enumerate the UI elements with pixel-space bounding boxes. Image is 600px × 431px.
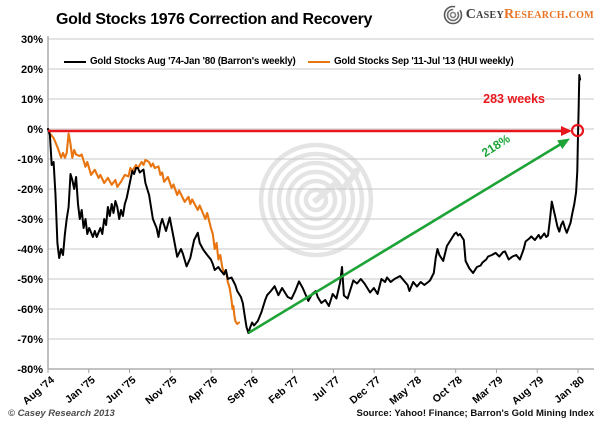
recovery-arrowhead [557, 138, 570, 149]
watermark-arrowhead [349, 166, 362, 179]
legend-item-hui: Gold Stocks Sep '11-Jul '13 (HUI weekly) [308, 56, 514, 67]
watermark-logo [258, 142, 374, 258]
y-tick-label: -50% [17, 274, 43, 286]
legend-label-hui: Gold Stocks Sep '11-Jul '13 (HUI weekly) [334, 56, 514, 67]
series-line-barrons [47, 74, 582, 334]
zero-line-arrowhead [561, 126, 572, 136]
x-tick-label: Nov '75 [143, 374, 179, 407]
end-circle-marker [570, 123, 585, 138]
logo-casey-text: Casey [465, 7, 504, 22]
swirl-logo-icon [443, 5, 463, 25]
y-tick-label: -80% [17, 364, 43, 376]
x-tick-label: May '78 [387, 374, 424, 407]
legend-swatch-hui [308, 60, 330, 63]
watermark-ring [258, 142, 374, 258]
legend-item-barrons: Gold Stocks Aug '74-Jan '80 (Barron's we… [64, 56, 296, 67]
chart-title: Gold Stocks 1976 Correction and Recovery [56, 11, 373, 28]
y-tick-label: 0% [27, 124, 43, 136]
y-tick-label: -30% [17, 214, 43, 226]
x-tick-label: Aug '79 [510, 374, 547, 407]
x-tick-label: Aug '74 [20, 374, 57, 407]
watermark-ring [285, 169, 347, 231]
y-tick-label: 10% [21, 94, 43, 106]
x-tick-label: Jan '80 [552, 374, 587, 406]
copyright-text: © Casey Research 2013 [8, 408, 115, 419]
legend-swatch-barrons [64, 60, 86, 63]
recovery-arrow [247, 141, 564, 335]
y-tick-label: -10% [17, 154, 43, 166]
y-tick-label: -40% [17, 244, 43, 256]
y-tick-label: -70% [17, 334, 43, 346]
x-tick-label: Apr '76 [185, 374, 220, 406]
x-tick-label: Mar '79 [470, 374, 505, 406]
x-tick-label: Jun '75 [103, 374, 138, 406]
casey-research-logo: CaseyResearch.com [443, 5, 594, 25]
watermark-ring [267, 151, 365, 249]
watermark-ring [276, 160, 356, 240]
duration-annotation-label: 283 weeks [483, 92, 545, 106]
logo-text: CaseyResearch.com [466, 7, 594, 23]
x-tick-label: Jan '75 [63, 374, 98, 406]
y-tick-label: 20% [21, 64, 43, 76]
y-tick-label: 30% [21, 34, 43, 46]
x-tick-label: Jul '77 [310, 374, 343, 404]
logo-research-text: Research.com [504, 7, 594, 22]
y-tick-label: -60% [17, 304, 43, 316]
legend-label-barrons: Gold Stocks Aug '74-Jan '80 (Barron's we… [90, 56, 296, 67]
x-tick-label: Dec '77 [348, 374, 384, 407]
x-tick-label: Oct '78 [430, 374, 464, 406]
y-tick-label: -20% [17, 184, 43, 196]
watermark-arrow [312, 173, 357, 205]
watermark-ring [303, 187, 329, 213]
x-tick-label: Sep '76 [225, 374, 261, 407]
series-line-hui [46, 127, 241, 326]
source-text: Source: Yahoo! Finance; Barron's Gold Mi… [356, 408, 595, 419]
x-tick-label: Feb '77 [266, 374, 301, 406]
